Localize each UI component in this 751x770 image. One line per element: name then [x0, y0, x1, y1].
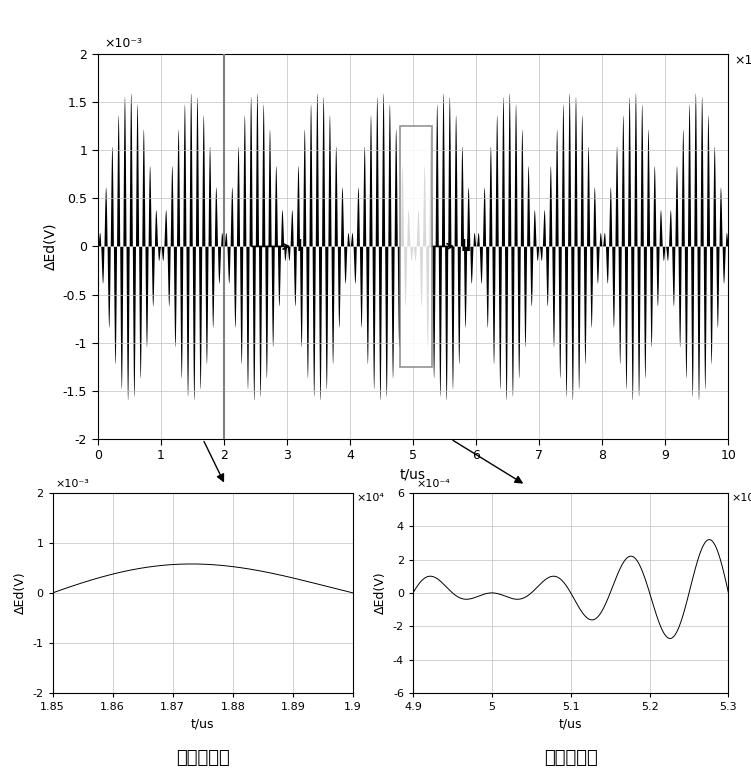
Text: 局部放大图: 局部放大图 — [176, 749, 230, 767]
Text: 局部放大图: 局部放大图 — [544, 749, 598, 767]
Text: ×10⁻³: ×10⁻³ — [56, 479, 89, 489]
X-axis label: t/us: t/us — [400, 468, 426, 482]
X-axis label: t/us: t/us — [559, 718, 583, 731]
Text: ×10⁴: ×10⁴ — [356, 493, 384, 503]
Text: ×10⁻⁴: ×10⁻⁴ — [416, 479, 450, 489]
Text: ×10⁴: ×10⁴ — [731, 493, 751, 503]
Bar — [400, 126, 432, 367]
Y-axis label: ΔEd(V): ΔEd(V) — [43, 223, 57, 270]
Text: ×10⁻³: ×10⁻³ — [104, 37, 142, 50]
Text: II: II — [460, 239, 472, 254]
Text: ×10⁴: ×10⁴ — [734, 54, 751, 67]
Text: I: I — [297, 239, 302, 254]
Y-axis label: ΔEd(V): ΔEd(V) — [14, 571, 27, 614]
Y-axis label: ΔEd(V): ΔEd(V) — [374, 571, 388, 614]
X-axis label: t/us: t/us — [191, 718, 215, 731]
